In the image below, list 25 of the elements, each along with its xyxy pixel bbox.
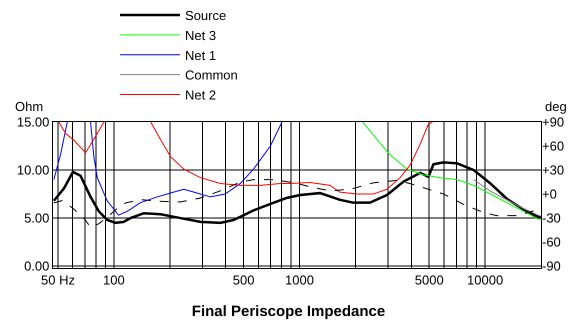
- y2-tick-label: +0: [542, 186, 557, 202]
- y-axis-title: Ohm: [15, 99, 44, 114]
- legend-label: Net 1: [185, 48, 216, 63]
- x-tick-label: 50 Hz: [41, 272, 75, 288]
- legend-label: Net 2: [185, 88, 216, 103]
- y-tick-label: 10.00: [16, 162, 50, 178]
- y2-tick-label: -60: [542, 234, 561, 250]
- y2-tick-label: +90: [542, 114, 564, 130]
- x-tick-label: 1000: [285, 272, 314, 288]
- legend-label: Source: [185, 8, 226, 24]
- x-tick-label: 5000: [414, 272, 444, 288]
- y2-tick-label: -30: [542, 210, 561, 226]
- x-tick-label: 500: [232, 272, 254, 288]
- y2-tick-label: +30: [542, 162, 564, 178]
- legend-label: Net 3: [185, 28, 216, 43]
- x-tick-label: 10000: [467, 272, 504, 288]
- y2-tick-label: -90: [542, 258, 561, 274]
- x-tick-label: 100: [103, 272, 125, 288]
- text: Final Periscope Impedance: [192, 303, 386, 320]
- y2-tick-label: +60: [542, 138, 564, 154]
- y2-axis-title: deg: [545, 99, 567, 114]
- y-tick-label: 5.00: [24, 210, 50, 226]
- y-tick-label: 0.00: [24, 258, 50, 274]
- legend-label: Common: [185, 68, 238, 83]
- y-tick-label: 15.00: [16, 114, 50, 130]
